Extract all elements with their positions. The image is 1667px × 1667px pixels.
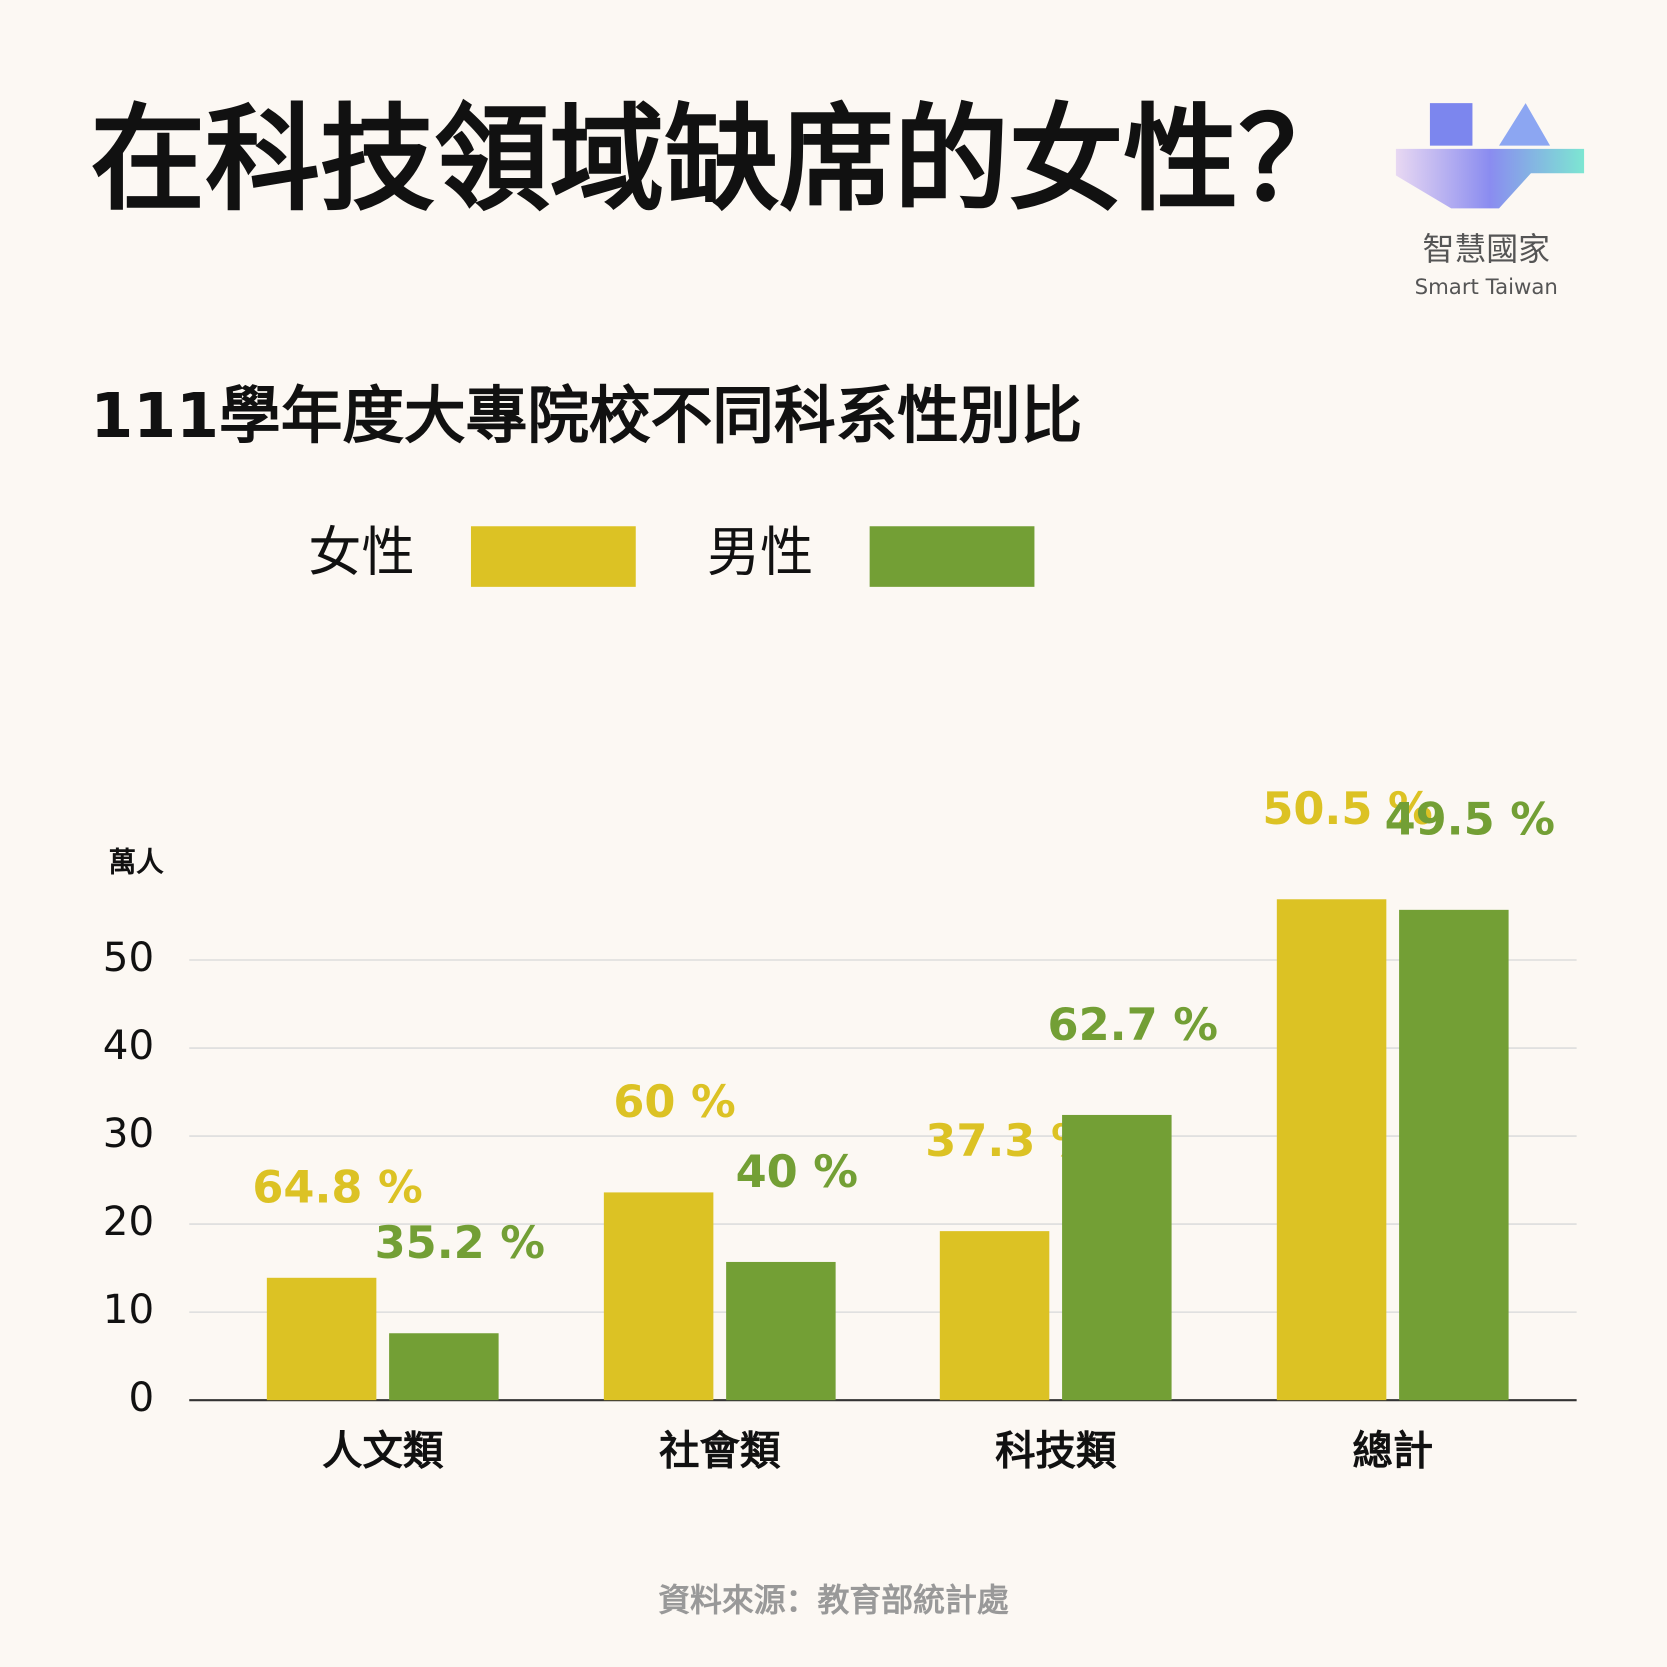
legend-swatch [869,526,1035,587]
chart-title: 111學年度大專院校不同科系性別比 [90,380,1082,452]
bar [266,1277,377,1401]
legend-label: 男性 [707,522,813,584]
page-title: 在科技領域缺席的女性？ [90,93,1353,227]
x-tick-label: 人文類 [322,1427,444,1474]
x-tick-label: 社會類 [659,1427,781,1474]
bar [1276,899,1387,1401]
logo: 智慧國家 Smart Taiwan [1395,103,1585,300]
y-tick-label: 50 [103,934,154,981]
y-tick-label: 40 [103,1022,154,1069]
percent-label: 50.5 % [1262,783,1432,835]
legend-swatch [470,526,636,587]
percent-label: 64.8 % [252,1162,422,1214]
x-tick-label: 科技類 [995,1427,1117,1474]
logo-name: 智慧國家 [1423,230,1551,268]
percent-label: 60 % [613,1076,735,1128]
source: 資料來源：教育部統計處 [658,1581,1009,1619]
bar [1399,909,1509,1401]
y-tick-label: 30 [103,1110,154,1157]
y-tick-label: 0 [128,1374,154,1421]
y-axis-label: 萬人 [108,845,164,878]
logo-shape [1499,103,1551,146]
percent-label: 35.2 % [375,1217,545,1269]
percent-label: 62.7 % [1048,999,1218,1051]
legend-label: 女性 [308,522,414,584]
bar [726,1261,836,1401]
bar [389,1333,499,1401]
logo-shape [1395,148,1585,209]
y-tick-label: 20 [103,1198,154,1245]
y-tick-label: 10 [103,1286,154,1333]
logo-shape [1429,103,1473,146]
bar [939,1231,1050,1401]
percent-label: 49.5 % [1385,794,1555,846]
x-tick-label: 總計 [1352,1427,1433,1474]
bar [603,1192,714,1401]
logo-english: Smart Taiwan [1415,275,1558,300]
bar [1062,1114,1172,1401]
percent-label: 40 % [736,1146,858,1198]
